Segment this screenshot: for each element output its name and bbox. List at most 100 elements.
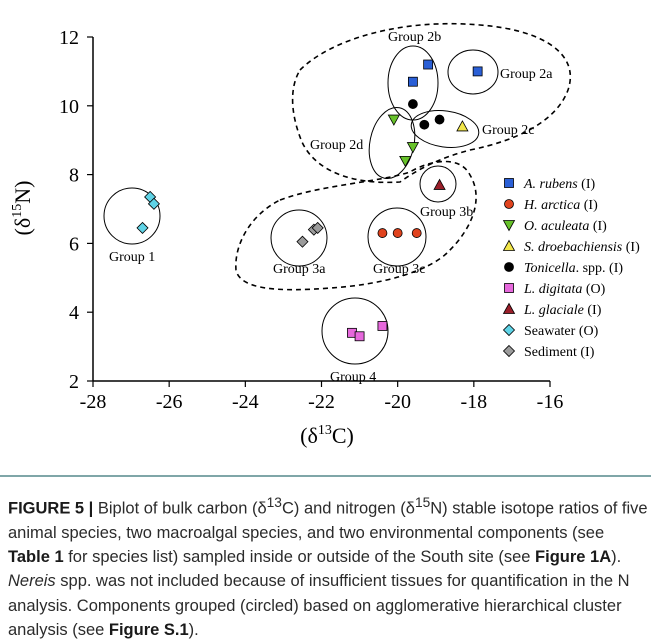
x-tick-label: -24	[232, 391, 259, 413]
cluster-outlines	[103, 22, 572, 365]
legend-label: S. droebachiensis (I)	[524, 240, 640, 255]
data-point	[296, 235, 309, 248]
data-point	[377, 321, 388, 331]
group-label: Group 2b	[388, 30, 441, 45]
group-3b-outline	[419, 165, 457, 203]
y-tick-label: 10	[59, 96, 79, 118]
group-2a-outline	[447, 49, 499, 95]
group-3c-outline	[367, 207, 427, 267]
group-1-outline	[103, 187, 161, 245]
legend-marker-shape	[502, 302, 516, 314]
group-label: Group 2d	[310, 138, 363, 153]
legend-item: Tonicella. spp. (I)	[504, 261, 623, 276]
legend-item: H. arctica (I)	[504, 198, 598, 213]
legend-marker	[504, 262, 514, 272]
x-tick-label: -20	[384, 391, 411, 413]
legend-marker	[504, 199, 514, 209]
isotope-biplot: -28 -26 -24 -22 -20 -18 -16 2 4 6 8 10 12 (δ13C) (δ…	[10, 22, 640, 448]
legend-marker	[502, 302, 516, 314]
legend-item: O. aculeata (I)	[502, 219, 607, 234]
legend-label: Sediment (I)	[524, 345, 595, 360]
data-point	[406, 142, 420, 154]
x-tick-label: -18	[460, 391, 487, 413]
caption-divider	[0, 475, 651, 477]
legend-marker-shape	[504, 262, 514, 272]
group-3a-outline	[270, 209, 328, 267]
x-tick-label: -28	[80, 391, 107, 413]
legend-marker	[502, 344, 516, 358]
legend-label: L. glaciale (I)	[523, 303, 602, 318]
y-tick-label: 4	[69, 302, 79, 324]
legend-label: L. digitata (O)	[523, 282, 606, 297]
legend-marker-shape	[502, 323, 516, 337]
group-label: Group 1	[109, 250, 155, 265]
data-point	[419, 119, 430, 130]
group-labels: Group 1 Group 2a Group 2b Group 2c Group…	[109, 30, 553, 385]
y-tick-label: 12	[59, 27, 79, 49]
data-point	[423, 59, 434, 70]
x-axis-title: (δ13C)	[300, 423, 354, 448]
group-label: Group 2c	[482, 123, 535, 138]
figure-label: FIGURE 5 |	[8, 499, 94, 518]
x-tick-label: -22	[308, 391, 335, 413]
y-axis-ticks: 2 4 6 8 10 12	[59, 27, 93, 393]
supplementary-figure-ref-link[interactable]: Figure S.1	[108, 620, 189, 639]
group-label: Group 2a	[500, 67, 553, 82]
legend-marker-shape	[504, 199, 514, 209]
data-point	[147, 197, 160, 210]
figure-ref-link[interactable]: Figure 1A	[535, 548, 612, 567]
legend-marker-shape	[504, 178, 514, 188]
y-tick-label: 6	[69, 233, 79, 255]
data-point	[411, 228, 422, 238]
legend-label: Seawater (O)	[524, 324, 599, 339]
group-label: Group 3c	[373, 262, 426, 277]
legend-marker-shape	[502, 239, 516, 251]
legend-item: L. glaciale (I)	[502, 302, 602, 318]
data-point	[136, 221, 149, 234]
group-2-dashed-outline	[291, 22, 572, 184]
data-point	[377, 228, 388, 238]
legend-marker	[504, 283, 514, 293]
data-points	[136, 59, 483, 342]
legend-label: A. rubens (I)	[523, 177, 595, 192]
group-label: Group 3a	[273, 262, 326, 277]
legend-marker	[504, 178, 514, 188]
y-axis-title: (δ15N)	[10, 181, 35, 236]
figure-caption: FIGURE 5 | Biplot of bulk carbon (δ13C) …	[8, 495, 648, 639]
legend-marker	[502, 239, 516, 251]
legend-marker-shape	[504, 283, 514, 293]
group-2c-outline	[410, 110, 480, 148]
data-point	[433, 178, 446, 190]
data-point	[387, 114, 401, 126]
data-point	[354, 331, 365, 342]
legend-marker	[502, 323, 516, 337]
x-tick-label: -26	[156, 391, 183, 413]
table-ref-link[interactable]: Table 1	[8, 548, 64, 567]
legend-label: Tonicella. spp. (I)	[524, 261, 623, 276]
legend-item: A. rubens (I)	[504, 177, 595, 192]
legend-marker-shape	[502, 220, 516, 232]
legend-label: H. arctica (I)	[523, 198, 598, 213]
legend-marker	[502, 220, 516, 232]
group-label: Group 4	[330, 370, 376, 385]
y-tick-label: 8	[69, 165, 79, 187]
x-axis-ticks: -28 -26 -24 -22 -20 -18 -16	[80, 381, 564, 413]
data-point	[407, 76, 418, 87]
data-point	[392, 228, 403, 238]
x-tick-label: -16	[537, 391, 564, 413]
data-point	[407, 99, 418, 109]
legend-item: S. droebachiensis (I)	[502, 239, 640, 255]
legend-item: Seawater (O)	[502, 323, 599, 339]
legend-marker-shape	[502, 344, 516, 358]
legend-item: Sediment (I)	[502, 344, 595, 360]
data-point	[472, 66, 483, 77]
legend-item: L. digitata (O)	[504, 282, 606, 297]
group-4-outline	[321, 297, 389, 365]
legend: A. rubens (I) H. arctica (I) O. aculeata…	[502, 177, 640, 360]
y-tick-label: 2	[69, 371, 79, 393]
data-point	[434, 114, 445, 125]
group-3-dashed-outline	[235, 160, 477, 291]
data-point	[456, 120, 469, 132]
data-point	[399, 155, 412, 168]
legend-label: O. aculeata (I)	[524, 219, 607, 234]
